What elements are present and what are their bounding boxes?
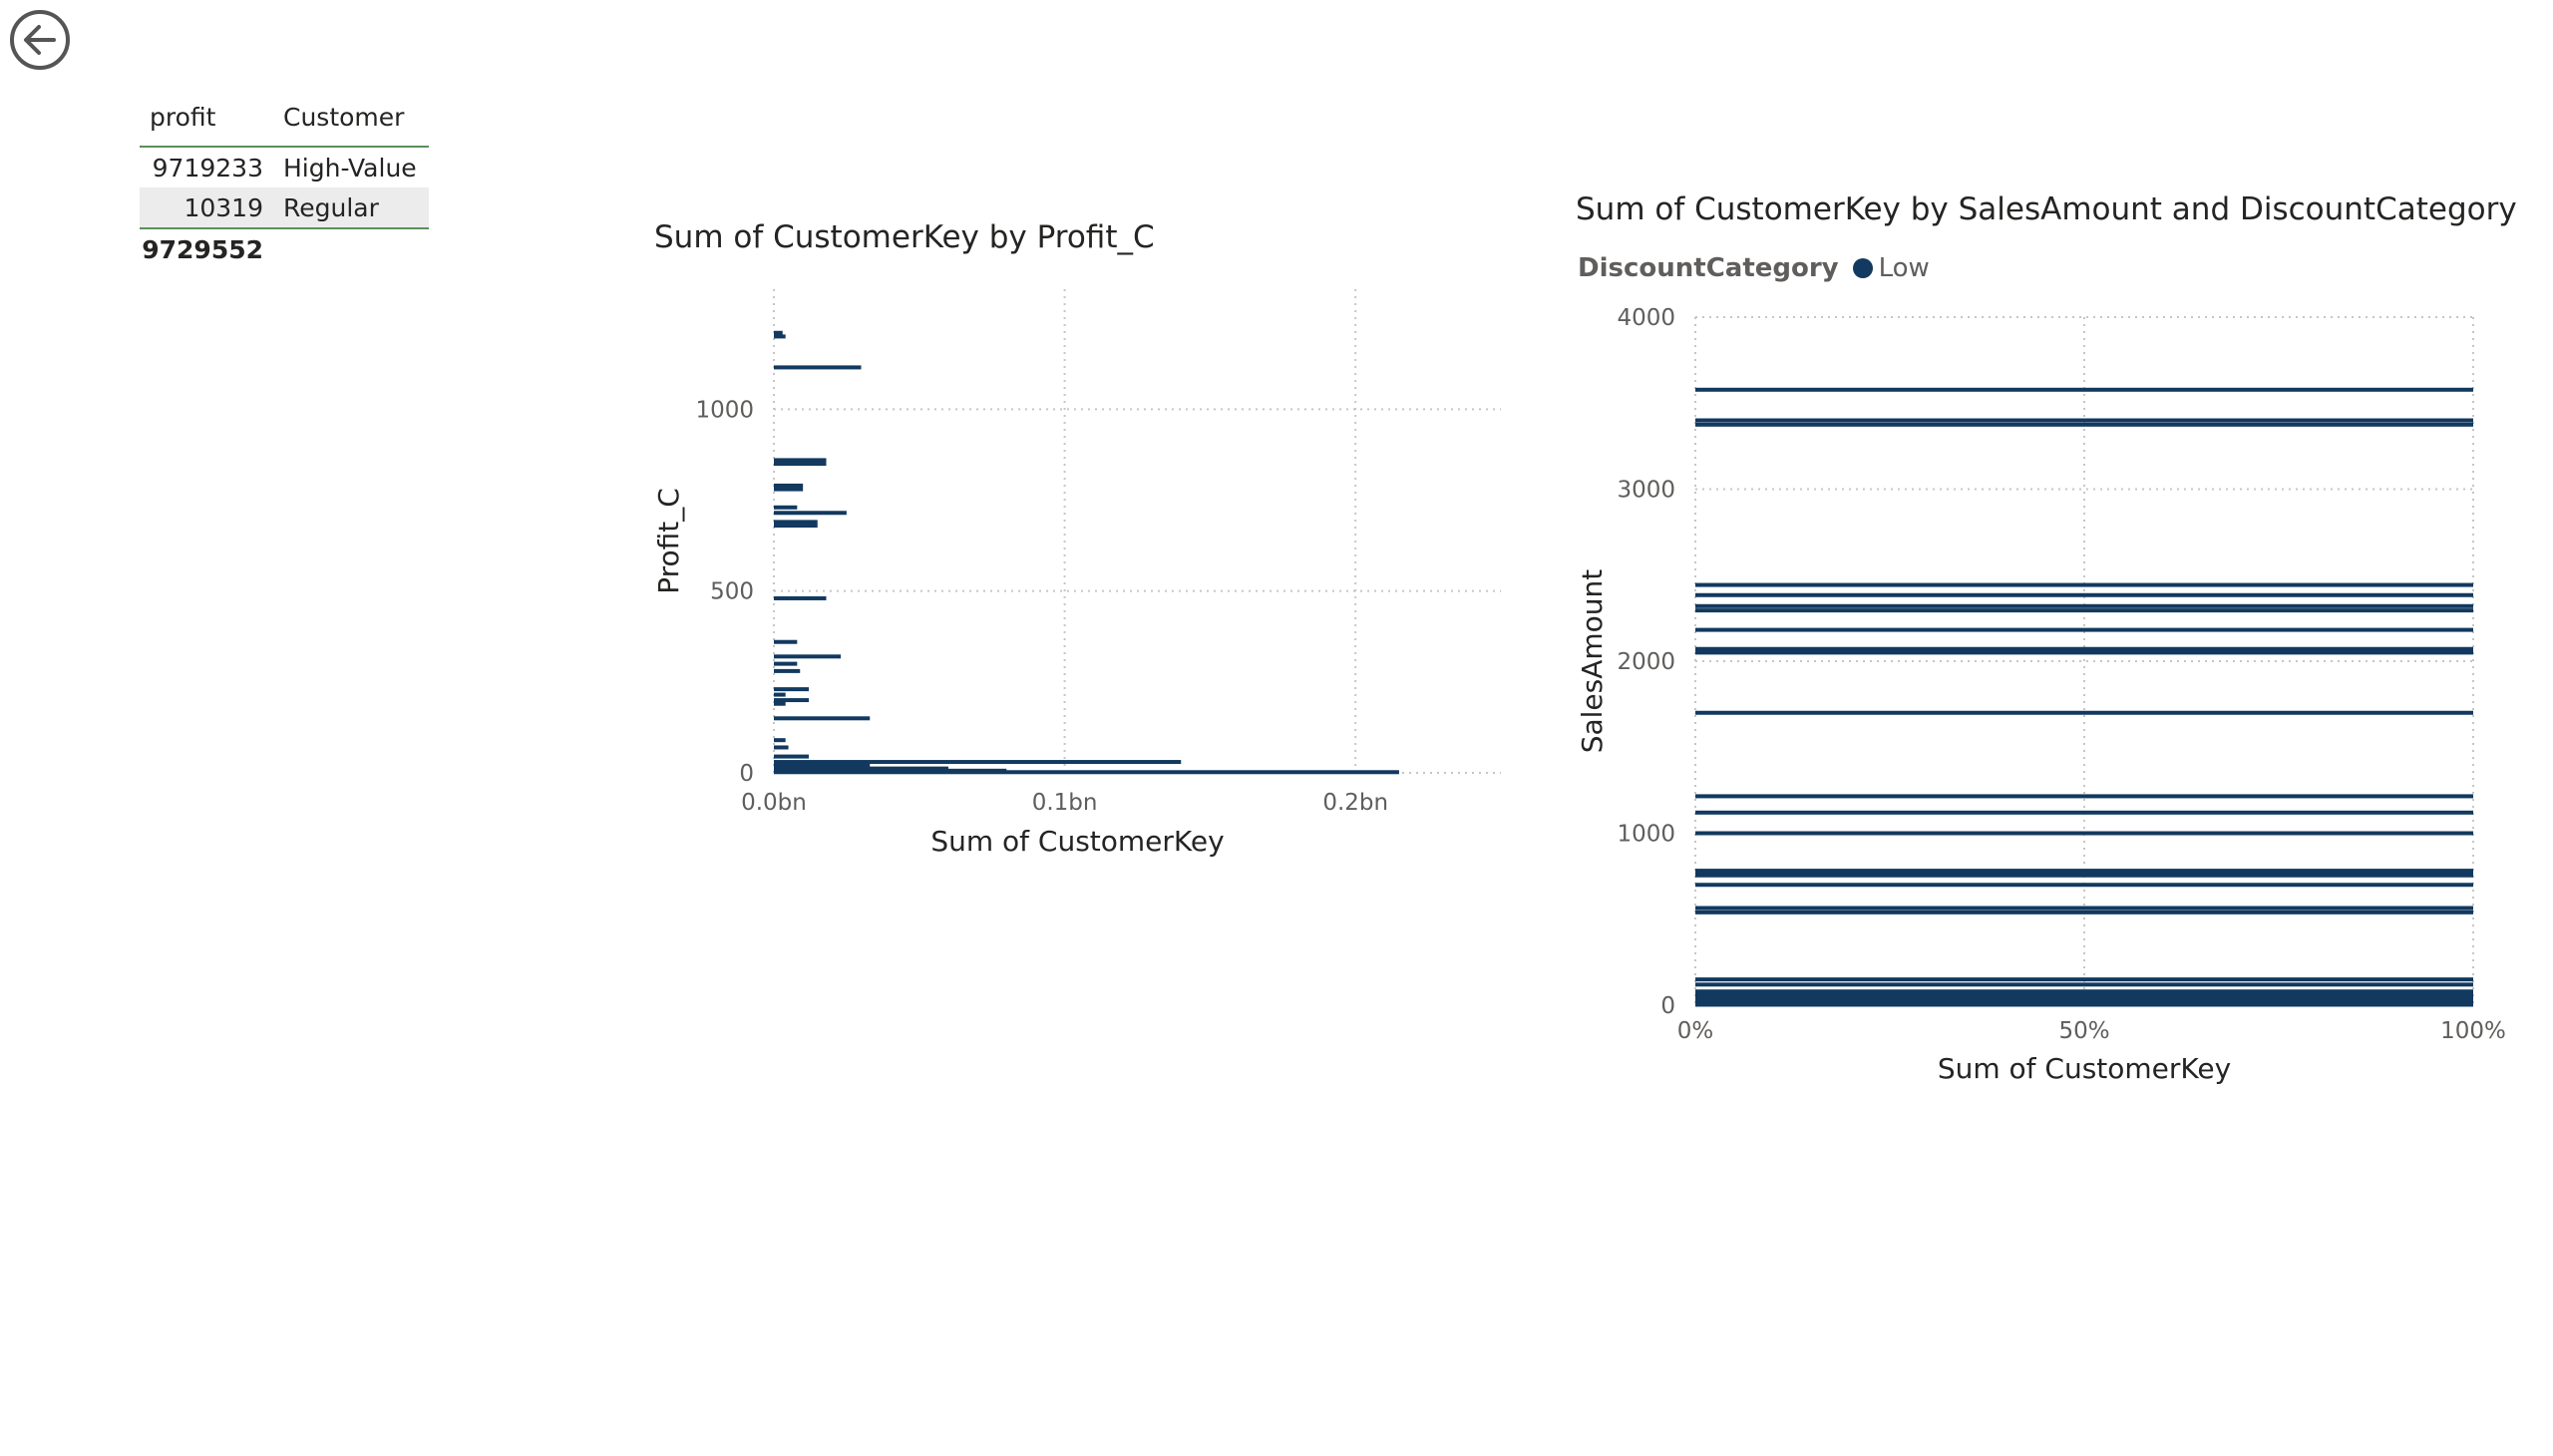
bar bbox=[774, 698, 809, 703]
bar bbox=[774, 654, 842, 659]
column-header-customer[interactable]: Customer bbox=[283, 102, 405, 132]
bar bbox=[774, 462, 827, 467]
column-header-profit[interactable]: profit bbox=[150, 102, 216, 132]
x-tick-label: 0.0bn bbox=[741, 790, 807, 816]
y-tick-label: 500 bbox=[710, 579, 754, 605]
bar bbox=[774, 770, 1399, 775]
table-row[interactable]: 9719233 High-Value bbox=[140, 148, 429, 187]
legend: DiscountCategory Low bbox=[1578, 253, 1930, 283]
bar bbox=[774, 716, 871, 721]
y-tick-label: 0 bbox=[739, 761, 754, 787]
bar bbox=[774, 365, 862, 370]
legend-item-low[interactable]: Low bbox=[1878, 253, 1930, 283]
cell-customer: High-Value bbox=[283, 153, 417, 182]
bar bbox=[774, 766, 948, 771]
bar bbox=[774, 763, 871, 768]
bar bbox=[774, 738, 786, 743]
cell-total-profit: 9729552 bbox=[142, 234, 263, 264]
back-button[interactable] bbox=[8, 8, 72, 72]
bar bbox=[774, 330, 783, 335]
bar bbox=[774, 661, 798, 666]
bar bbox=[774, 595, 827, 600]
y-axis-title: Profit_C bbox=[652, 488, 685, 594]
profit-customer-table: profit Customer 9719233 High-Value 10319… bbox=[140, 88, 429, 269]
cell-profit: 9719233 bbox=[152, 153, 263, 182]
bar bbox=[774, 687, 809, 692]
cell-profit: 10319 bbox=[183, 192, 263, 222]
x-axis-title: Sum of CustomerKey bbox=[930, 825, 1224, 858]
legend-marker bbox=[1852, 258, 1873, 278]
bar bbox=[774, 668, 801, 673]
bar bbox=[774, 692, 786, 697]
legend-title: DiscountCategory bbox=[1578, 253, 1839, 283]
bar bbox=[774, 745, 789, 750]
x-tick-label: 0.1bn bbox=[1032, 790, 1098, 816]
bar bbox=[774, 334, 786, 339]
bar bbox=[774, 701, 786, 706]
bar bbox=[774, 483, 804, 488]
cell-customer: Regular bbox=[283, 192, 379, 222]
x-tick-label: 0.2bn bbox=[1322, 790, 1388, 816]
table-total-row: 9729552 bbox=[140, 229, 429, 269]
bar bbox=[774, 505, 798, 510]
bar bbox=[774, 520, 818, 525]
back-arrow-icon bbox=[10, 10, 70, 70]
bar bbox=[774, 754, 809, 759]
chart-title-sales: Sum of CustomerKey by SalesAmount and Di… bbox=[1576, 191, 2517, 227]
bar bbox=[774, 524, 818, 529]
bar bbox=[774, 511, 847, 516]
bar bbox=[774, 487, 804, 492]
bar bbox=[774, 760, 1182, 765]
bar bbox=[774, 458, 827, 463]
table-header-row: profit Customer bbox=[140, 88, 429, 148]
bar bbox=[774, 639, 798, 644]
y-tick-label: 1000 bbox=[695, 397, 754, 423]
table-row[interactable]: 10319 Regular bbox=[140, 187, 429, 229]
chart-title-profit: Sum of CustomerKey by Profit_C bbox=[654, 219, 1155, 255]
